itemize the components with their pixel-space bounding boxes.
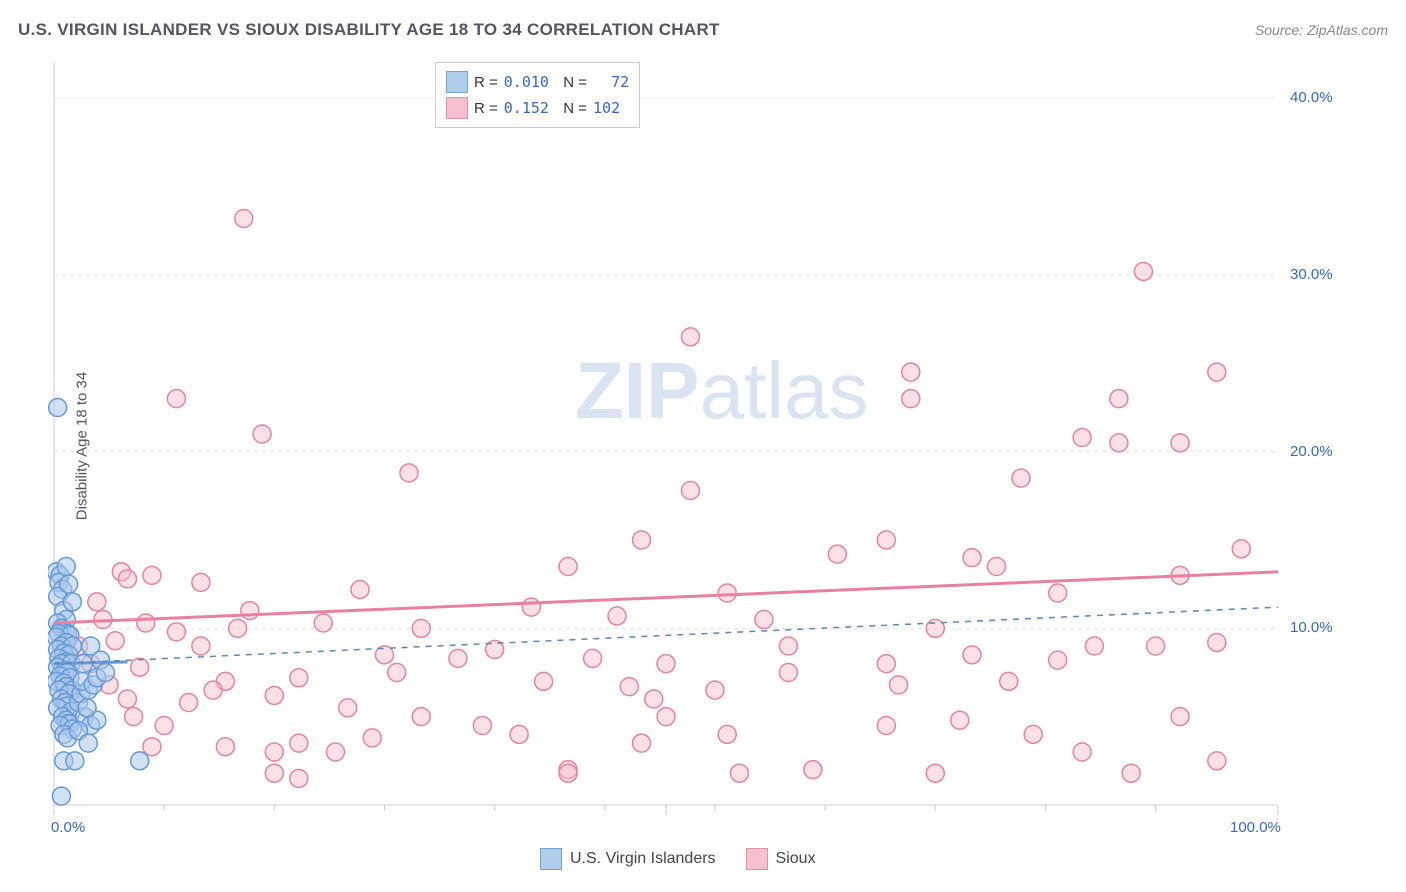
legend-r-label: R =	[474, 74, 498, 91]
source-link[interactable]: ZipAtlas.com	[1307, 22, 1388, 38]
swatch-sioux	[446, 97, 468, 119]
legend-row-virgin-islanders: R = 0.010 N = 72	[446, 69, 629, 95]
legend-r-value-1: 0.010	[504, 73, 549, 91]
swatch-virgin-islanders	[540, 848, 562, 870]
swatch-virgin-islanders	[446, 71, 468, 93]
legend-r-value-2: 0.152	[504, 99, 549, 117]
legend-item-virgin-islanders: U.S. Virgin Islanders	[540, 848, 716, 870]
y-tick-label: 20.0%	[1290, 443, 1333, 460]
source-prefix: Source:	[1255, 22, 1307, 38]
chart-plot-area	[48, 55, 1338, 835]
y-tick-label: 40.0%	[1290, 89, 1333, 106]
legend-n-label: N =	[555, 100, 587, 117]
legend-item-sioux: Sioux	[746, 848, 816, 870]
legend-n-value-2: 102	[593, 99, 620, 117]
legend-r-label: R =	[474, 100, 498, 117]
correlation-legend: R = 0.010 N = 72 R = 0.152 N = 102	[435, 62, 640, 128]
legend-n-value-1: 72	[593, 73, 629, 91]
swatch-sioux	[746, 848, 768, 870]
x-tick-label: 100.0%	[1230, 819, 1281, 836]
legend-label-1: U.S. Virgin Islanders	[570, 850, 716, 868]
legend-n-label: N =	[555, 74, 587, 91]
legend-label-2: Sioux	[776, 850, 816, 868]
chart-header: U.S. VIRGIN ISLANDER VS SIOUX DISABILITY…	[18, 20, 1388, 40]
chart-title: U.S. VIRGIN ISLANDER VS SIOUX DISABILITY…	[18, 20, 720, 40]
scatter-plot-svg	[48, 55, 1338, 835]
series-legend: U.S. Virgin Islanders Sioux	[540, 848, 816, 870]
x-tick-label: 0.0%	[51, 819, 85, 836]
y-tick-label: 10.0%	[1290, 619, 1333, 636]
source-attribution: Source: ZipAtlas.com	[1255, 22, 1388, 38]
y-tick-label: 30.0%	[1290, 266, 1333, 283]
legend-row-sioux: R = 0.152 N = 102	[446, 95, 629, 121]
